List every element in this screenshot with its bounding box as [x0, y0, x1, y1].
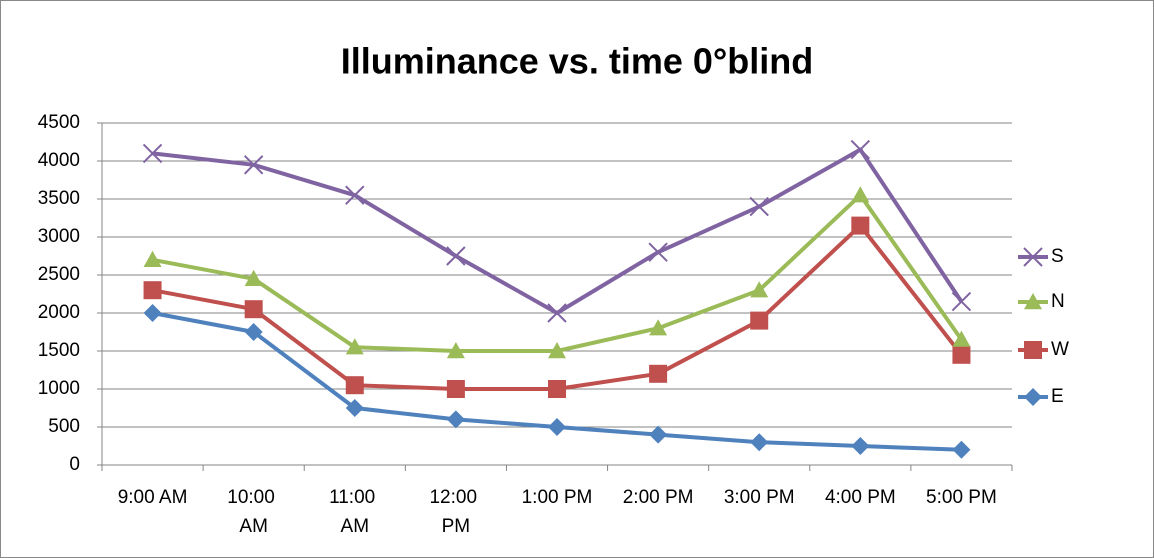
legend-label: W — [1051, 339, 1069, 360]
marker — [548, 342, 566, 359]
marker — [851, 216, 870, 235]
marker — [648, 242, 668, 262]
x-tick-label: 12:00 PM — [429, 487, 482, 537]
x-tick-label: 2:00 PM — [623, 487, 694, 508]
x-tick-label: 9:00 AM — [118, 487, 188, 508]
x-tick-label: 1:00 PM — [522, 487, 593, 508]
x-tick-label: 4:00 PM — [825, 487, 896, 508]
marker — [345, 338, 364, 355]
y-tick-label: 1500 — [38, 340, 80, 361]
marker — [749, 196, 769, 217]
marker — [143, 281, 162, 300]
marker — [446, 246, 466, 266]
legend-label: S — [1051, 246, 1064, 267]
y-tick-label: 4000 — [38, 150, 80, 171]
marker — [548, 380, 566, 398]
y-tick-label: 2500 — [38, 264, 80, 285]
marker — [952, 345, 971, 364]
marker — [243, 155, 264, 175]
marker — [750, 433, 769, 452]
y-tick-label: 3000 — [38, 226, 80, 247]
marker — [952, 330, 971, 347]
marker — [548, 418, 566, 436]
x-tick-label: 11:00 AM — [329, 487, 380, 537]
legend-label: N — [1051, 291, 1065, 312]
marker — [142, 143, 163, 164]
marker — [952, 440, 971, 459]
x-tick-label: 5:00 PM — [926, 487, 997, 508]
y-tick-label: 3500 — [38, 188, 80, 209]
marker — [345, 399, 364, 417]
marker — [345, 185, 365, 205]
y-tick-label: 4500 — [38, 112, 80, 133]
marker — [851, 437, 870, 455]
y-tick-label: 1000 — [38, 378, 80, 399]
chart-title: Illuminance vs. time 0°blind — [341, 41, 814, 82]
marker — [244, 300, 263, 319]
x-tick-label: 3:00 PM — [724, 487, 795, 508]
marker — [649, 319, 668, 336]
y-tick-label: 500 — [48, 416, 80, 437]
marker — [446, 342, 465, 359]
marker — [951, 291, 972, 312]
marker — [244, 323, 263, 341]
y-tick-label: 0 — [69, 454, 80, 475]
marker — [1024, 341, 1042, 359]
marker — [649, 425, 668, 444]
marker — [750, 311, 769, 330]
marker — [547, 303, 567, 323]
legend-label: E — [1051, 386, 1064, 407]
marker — [750, 281, 769, 298]
marker — [1023, 247, 1043, 267]
marker — [649, 364, 668, 383]
y-tick-label: 2000 — [38, 302, 80, 323]
x-tick-label: 10:00 AM — [227, 487, 280, 537]
marker — [850, 139, 871, 160]
marker — [1024, 388, 1042, 406]
marker — [1024, 293, 1042, 310]
marker — [851, 186, 870, 203]
marker — [345, 376, 364, 395]
marker — [143, 304, 162, 322]
marker — [143, 250, 162, 267]
marker — [446, 410, 465, 429]
marker — [244, 269, 263, 286]
marker — [446, 380, 465, 398]
